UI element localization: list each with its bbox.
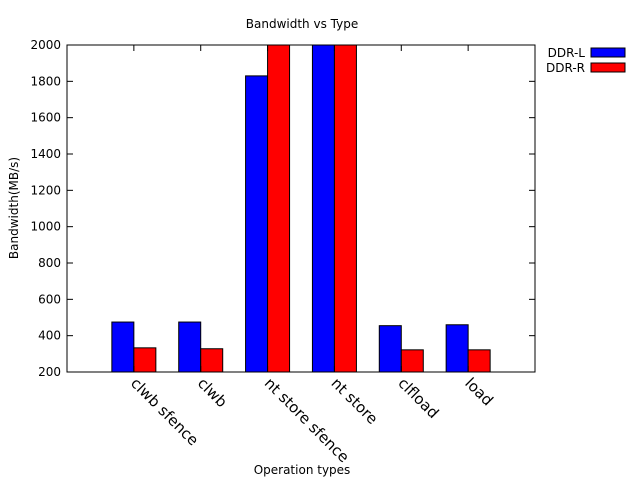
y-tick-label: 1600 xyxy=(30,111,61,125)
bar-ddr-r-5 xyxy=(467,349,491,373)
x-axis-label: Operation types xyxy=(254,463,351,477)
y-axis-ticks: 200 400 600 800 1000 1200 1400 1600 1800 2000 xyxy=(30,38,535,379)
plot-frame xyxy=(66,44,536,373)
legend-swatch-ddr-r xyxy=(590,62,626,73)
bar-ddr-r-0 xyxy=(133,347,157,373)
y-tick-label: 600 xyxy=(38,292,61,306)
bar-ddr-l-1 xyxy=(178,321,202,373)
legend-label: DDR-R xyxy=(546,61,585,75)
x-tick-label: clfload xyxy=(394,374,442,422)
y-tick-label: 2000 xyxy=(30,38,61,52)
y-tick-label: 1200 xyxy=(30,183,61,197)
y-tick-label: 200 xyxy=(38,365,61,379)
bar-ddr-r-1 xyxy=(200,348,224,373)
bar-ddr-l-0 xyxy=(111,321,135,373)
legend-label: DDR-L xyxy=(548,46,586,60)
bar-ddr-l-4 xyxy=(378,325,402,373)
x-tick-label: clwb sfence xyxy=(127,374,202,449)
bar-ddr-l-3 xyxy=(311,44,335,373)
legend-swatch-ddr-l xyxy=(590,47,626,58)
bar-ddr-l-5 xyxy=(445,324,469,373)
y-tick-label: 800 xyxy=(38,256,61,270)
y-tick-label: 400 xyxy=(38,329,61,343)
bar-ddr-r-4 xyxy=(400,349,424,373)
y-tick-label: 1400 xyxy=(30,147,61,161)
bars-group xyxy=(111,44,491,373)
bar-ddr-r-2 xyxy=(267,44,291,373)
x-tick-label: nt store xyxy=(328,374,382,428)
x-tick-label: load xyxy=(461,374,496,409)
y-axis-label: Bandwidth(MB/s) xyxy=(7,157,21,259)
y-tick-label: 1800 xyxy=(30,74,61,88)
y-tick-label: 1000 xyxy=(30,220,61,234)
bar-ddr-r-3 xyxy=(333,44,357,373)
bar-ddr-l-2 xyxy=(245,75,269,373)
x-tick-label: clwb xyxy=(194,374,231,411)
chart-title: Bandwidth vs Type xyxy=(246,17,358,31)
